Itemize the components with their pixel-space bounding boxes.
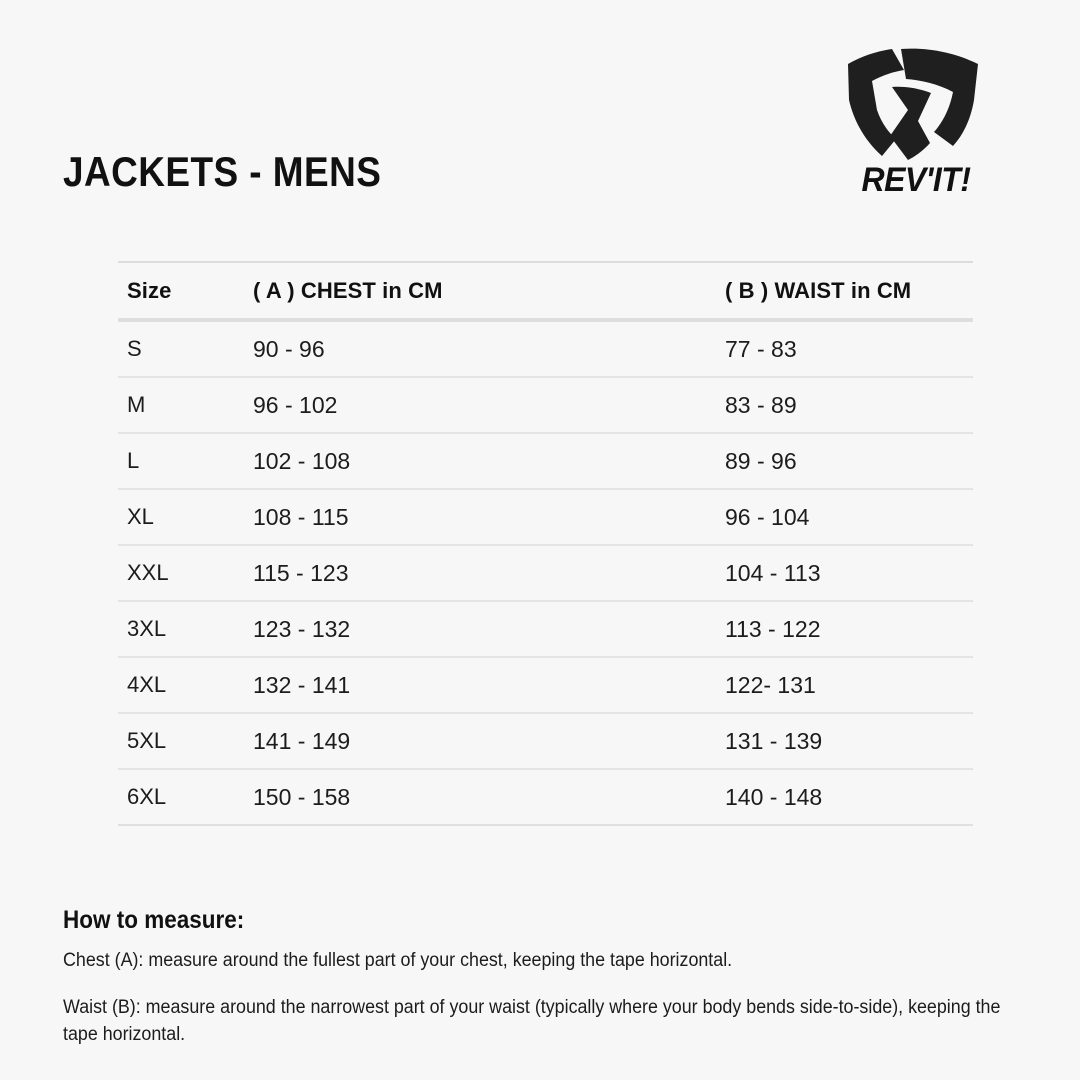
cell-chest: 96 - 102 xyxy=(253,391,338,418)
table-top-rule xyxy=(118,261,973,263)
table-row: L 102 - 108 89 - 96 xyxy=(118,434,973,488)
chest-measure-text: Chest (A): measure around the fullest pa… xyxy=(63,950,733,971)
how-to-measure-title: How to measure: xyxy=(63,906,245,934)
table-row: 4XL 132 - 141 122- 131 xyxy=(118,658,973,712)
row-rule xyxy=(118,656,973,658)
brand-logo: REV'IT! xyxy=(830,48,1002,203)
table-header-row: Size ( A ) CHEST in CM ( B ) WAIST in CM xyxy=(118,263,973,318)
cell-size: XXL xyxy=(127,560,169,585)
cell-chest: 150 - 158 xyxy=(253,783,351,810)
waist-measure-text: Waist (B): measure around the narrowest … xyxy=(63,997,1001,1045)
row-rule xyxy=(118,488,973,490)
cell-waist: 140 - 148 xyxy=(725,783,823,810)
row-rule xyxy=(118,376,973,378)
table-row: 5XL 141 - 149 131 - 139 xyxy=(118,714,973,768)
header-size: Size xyxy=(127,277,172,303)
row-rule xyxy=(118,600,973,602)
cell-waist: 113 - 122 xyxy=(725,615,821,642)
cell-waist: 77 - 83 xyxy=(725,335,797,362)
cell-size: 6XL xyxy=(127,784,167,809)
table-row: 6XL 150 - 158 140 - 148 xyxy=(118,770,973,824)
table-row: S 90 - 96 77 - 83 xyxy=(118,322,973,376)
cell-waist: 122- 131 xyxy=(725,671,816,698)
cell-size: XL xyxy=(127,504,154,529)
cell-size: M xyxy=(127,392,146,417)
cell-chest: 102 - 108 xyxy=(253,447,351,474)
cell-size: L xyxy=(127,448,140,473)
brand-wordmark: REV'IT! xyxy=(861,161,971,199)
cell-waist: 89 - 96 xyxy=(725,447,797,474)
cell-waist: 83 - 89 xyxy=(725,391,797,418)
page-title: JACKETS - MENS xyxy=(63,148,382,195)
cell-size: 4XL xyxy=(127,672,167,697)
header-waist: ( B ) WAIST in CM xyxy=(725,277,912,303)
size-table: Size ( A ) CHEST in CM ( B ) WAIST in CM… xyxy=(118,261,973,826)
table-bottom-rule xyxy=(118,824,973,826)
cell-waist: 104 - 113 xyxy=(725,559,821,586)
cell-size: S xyxy=(127,336,142,361)
cell-size: 3XL xyxy=(127,616,167,641)
row-rule xyxy=(118,544,973,546)
cell-chest: 115 - 123 xyxy=(253,559,349,586)
cell-chest: 123 - 132 xyxy=(253,615,351,642)
table-row: XXL 115 - 123 104 - 113 xyxy=(118,546,973,600)
cell-chest: 141 - 149 xyxy=(253,727,351,754)
how-to-measure-section: How to measure: Chest (A): measure aroun… xyxy=(63,905,1011,1048)
cell-chest: 90 - 96 xyxy=(253,335,325,362)
cell-waist: 131 - 139 xyxy=(725,727,823,754)
row-rule xyxy=(118,712,973,714)
row-rule xyxy=(118,432,973,434)
header-chest: ( A ) CHEST in CM xyxy=(253,277,443,303)
revit-shield-icon xyxy=(848,48,978,160)
table-row: 3XL 123 - 132 113 - 122 xyxy=(118,602,973,656)
row-rule xyxy=(118,768,973,770)
cell-chest: 108 - 115 xyxy=(253,503,349,530)
table-header-rule xyxy=(118,318,973,322)
table-row: M 96 - 102 83 - 89 xyxy=(118,378,973,432)
cell-waist: 96 - 104 xyxy=(725,503,810,530)
table-row: XL 108 - 115 96 - 104 xyxy=(118,490,973,544)
cell-chest: 132 - 141 xyxy=(253,671,351,698)
cell-size: 5XL xyxy=(127,728,167,753)
